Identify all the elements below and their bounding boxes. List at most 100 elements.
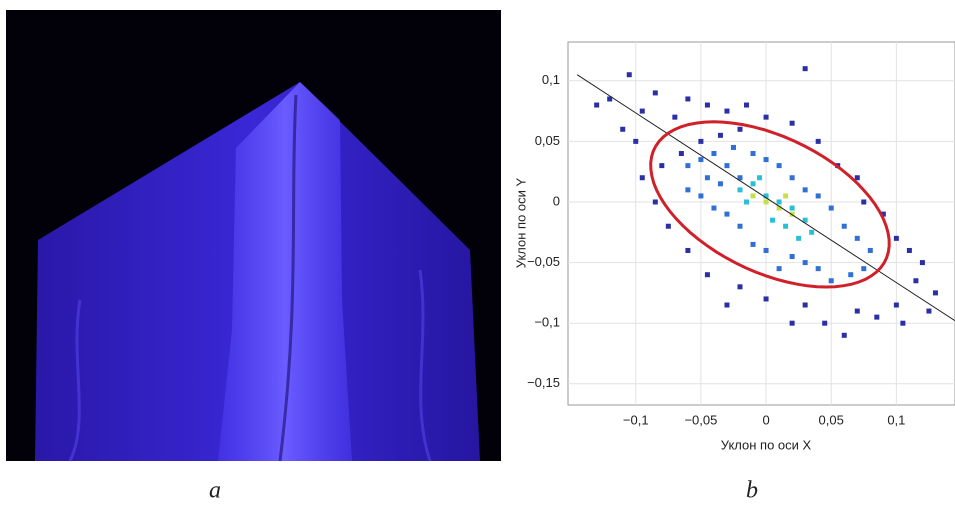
point: [841, 223, 847, 229]
point: [737, 126, 743, 132]
point: [685, 163, 691, 169]
point: [626, 72, 632, 78]
point: [789, 205, 795, 211]
x-tick-label: −0,1: [623, 412, 649, 427]
point: [763, 193, 769, 199]
point: [919, 260, 925, 266]
point: [789, 120, 795, 126]
point: [730, 144, 736, 150]
point: [685, 247, 691, 253]
point: [744, 102, 750, 108]
point: [906, 247, 912, 253]
point: [672, 114, 678, 120]
plot-frame: [567, 41, 955, 406]
point: [652, 90, 658, 96]
point: [594, 102, 600, 108]
point: [763, 296, 769, 302]
point: [704, 175, 710, 181]
x-tick-label: 0,1: [887, 412, 905, 427]
point: [913, 278, 919, 284]
point: [698, 138, 704, 144]
point: [737, 223, 743, 229]
point: [854, 308, 860, 314]
point: [809, 229, 815, 235]
point: [776, 199, 782, 205]
point: [815, 193, 821, 199]
point: [783, 223, 789, 229]
point: [744, 199, 750, 205]
panel-label: a: [209, 478, 221, 504]
x-axis-label: Уклон по оси X: [721, 437, 812, 452]
point: [757, 175, 763, 181]
point: [665, 223, 671, 229]
point: [724, 302, 730, 308]
point: [900, 320, 906, 326]
point: [639, 108, 645, 114]
point: [659, 163, 665, 169]
point: [737, 187, 743, 193]
fit-line: [576, 74, 955, 322]
point: [815, 138, 821, 144]
y-tick-label: 0,1: [542, 72, 560, 87]
point: [607, 96, 613, 102]
point: [861, 266, 867, 272]
point: [874, 314, 880, 320]
point: [750, 241, 756, 247]
point: [750, 181, 756, 187]
point: [880, 211, 886, 217]
point: [854, 235, 860, 241]
point: [789, 175, 795, 181]
confidence-ellipse: [649, 120, 891, 289]
point: [802, 66, 808, 72]
point: [926, 308, 932, 314]
point: [802, 187, 808, 193]
plot-area: [576, 66, 955, 338]
point: [763, 247, 769, 253]
point: [796, 235, 802, 241]
point: [633, 138, 639, 144]
point: [717, 132, 723, 138]
point: [893, 302, 899, 308]
point: [783, 193, 789, 199]
point: [737, 175, 743, 181]
point: [724, 211, 730, 217]
y-tick-label: −0,1: [534, 315, 560, 330]
point: [639, 175, 645, 181]
point: [750, 151, 756, 157]
point: [704, 102, 710, 108]
point: [763, 157, 769, 163]
point: [932, 290, 938, 296]
point: [750, 193, 756, 199]
point: [776, 163, 782, 169]
point: [711, 151, 717, 157]
point: [724, 108, 730, 114]
photo: [6, 10, 501, 462]
point: [620, 126, 626, 132]
point: [763, 114, 769, 120]
point: [828, 278, 834, 284]
point: [789, 211, 795, 217]
point: [893, 235, 899, 241]
y-tick-label: −0,05: [527, 254, 560, 269]
point: [711, 205, 717, 211]
point: [698, 193, 704, 199]
point: [678, 151, 684, 157]
point: [685, 187, 691, 193]
point: [828, 205, 834, 211]
point: [776, 205, 782, 211]
y-axis-label: Уклон по оси Y: [513, 177, 528, 268]
point: [776, 266, 782, 272]
y-tick-label: −0,15: [527, 375, 560, 390]
point: [698, 157, 704, 163]
point: [789, 254, 795, 260]
point: [822, 320, 828, 326]
panel-label: b: [746, 478, 758, 504]
point: [802, 217, 808, 223]
point: [848, 272, 854, 278]
x-tick-label: 0,05: [819, 412, 844, 427]
point: [704, 272, 710, 278]
point: [789, 320, 795, 326]
point: [802, 302, 808, 308]
